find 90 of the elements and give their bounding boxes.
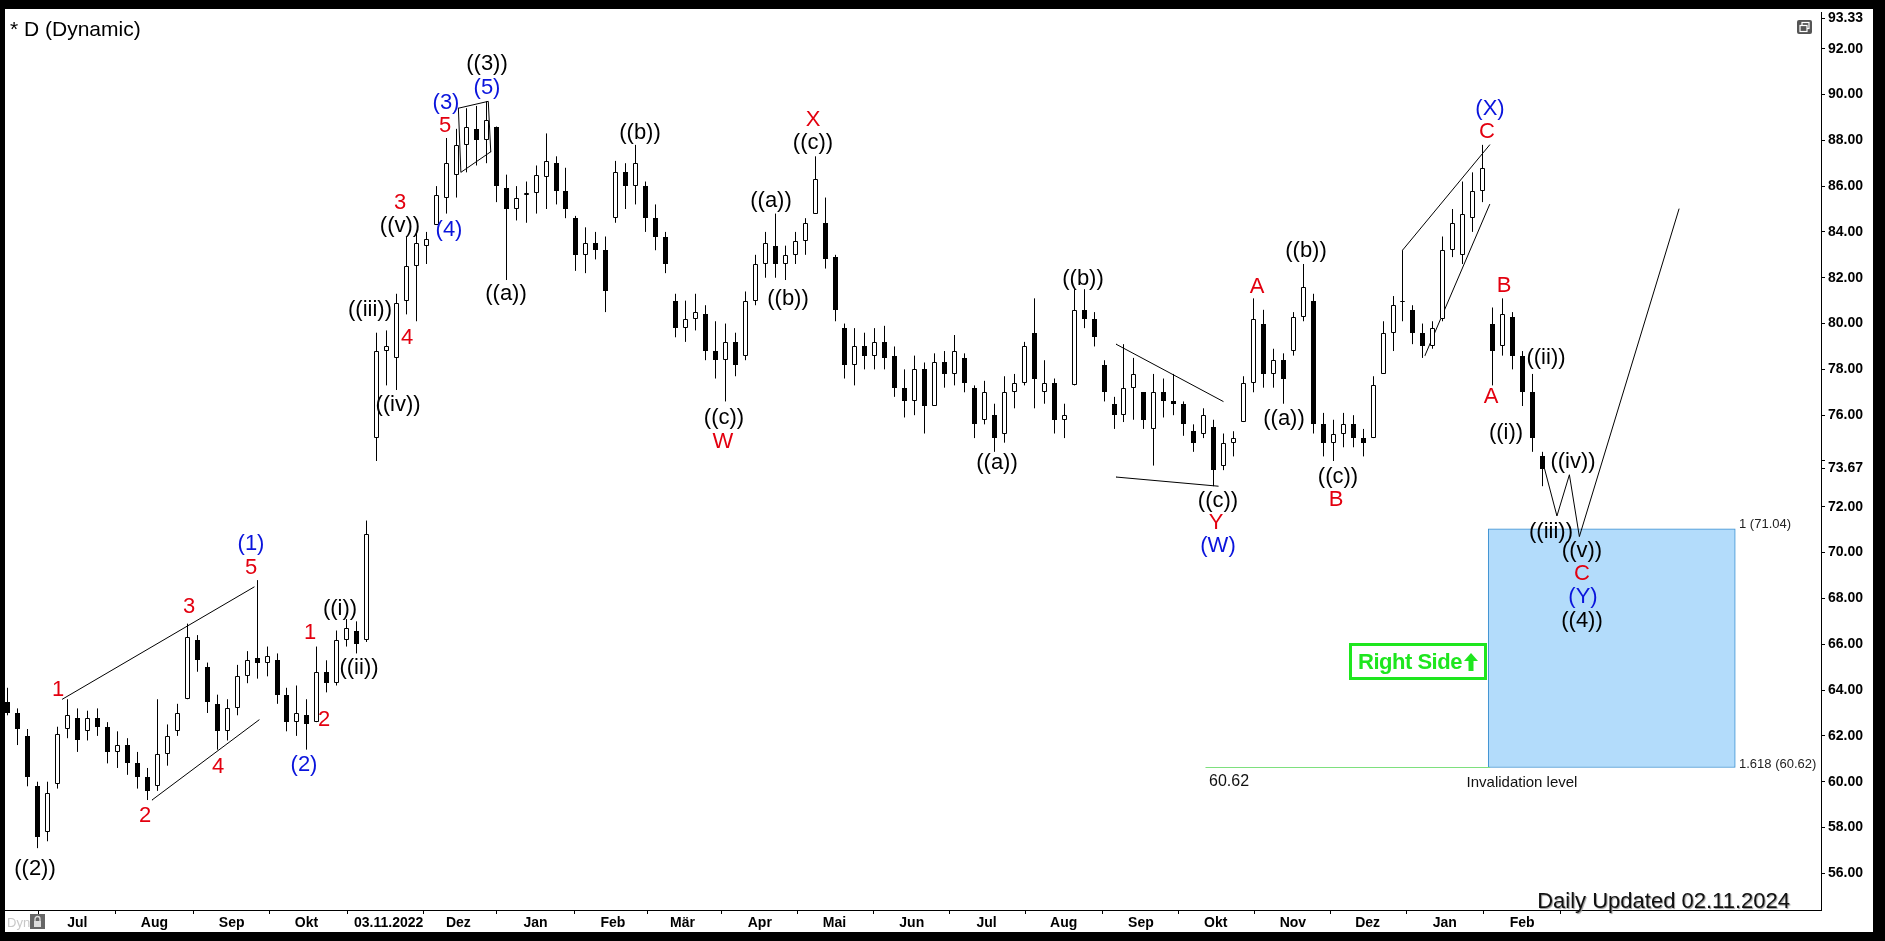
- y-tick-label: 93.33: [1828, 9, 1864, 26]
- annotation: ((v)): [379, 212, 421, 238]
- annotation: ((i)): [322, 595, 358, 621]
- x-tick-label: Sep: [218, 914, 245, 931]
- x-tick-label: Jul: [976, 914, 997, 931]
- annotation: (3): [432, 89, 460, 115]
- annotation: 1: [303, 619, 317, 645]
- annotation: B: [1496, 272, 1512, 298]
- y-tick-label: 88.00: [1828, 131, 1864, 148]
- annotation: ((a)): [485, 280, 527, 306]
- annotation: 2: [317, 706, 331, 732]
- y-tick-label: 80.00: [1828, 314, 1864, 331]
- x-tick-label: Aug: [140, 914, 169, 931]
- annotation: X: [805, 106, 821, 132]
- annotation: (5): [473, 74, 501, 100]
- annotation: A: [1249, 273, 1265, 299]
- annotation: ((iii)): [348, 296, 392, 322]
- annotation: (2): [290, 751, 318, 777]
- y-tick-label: 56.00: [1828, 864, 1864, 881]
- annotation: ((4)): [1561, 607, 1603, 633]
- x-tick-label: 03.11.2022: [353, 914, 424, 931]
- annotation: (X): [1475, 95, 1505, 121]
- x-tick-label: Jul: [67, 914, 88, 931]
- y-tick-label: 70.00: [1828, 543, 1864, 560]
- annotation: ((b)): [619, 119, 661, 145]
- x-tick-label: Feb: [600, 914, 626, 931]
- y-tick-label: 78.00: [1828, 360, 1864, 377]
- annotation: ((i)): [1488, 419, 1524, 445]
- annotation: ((ii)): [339, 654, 379, 680]
- x-tick-label: Feb: [1509, 914, 1535, 931]
- x-tick-label: Aug: [1050, 914, 1078, 931]
- y-tick-label: 64.00: [1828, 680, 1864, 697]
- annotation: 2: [138, 802, 152, 828]
- annotation: ((b)): [1062, 265, 1104, 291]
- annotation: (4): [435, 216, 463, 242]
- y-tick-label: 84.00: [1828, 222, 1864, 239]
- x-tick-label: Dez: [1355, 914, 1381, 931]
- x-tick-label: Mai: [822, 914, 847, 931]
- x-tick-label: Jun: [899, 914, 925, 931]
- annotation: ((ii)): [1526, 344, 1566, 370]
- annotation: A: [1483, 383, 1499, 409]
- annotation: Right Side: [1358, 648, 1462, 674]
- annotation: 1 (71.04): [1739, 516, 1792, 531]
- annotation: ((b)): [767, 285, 809, 311]
- y-tick-label: 76.00: [1828, 406, 1864, 423]
- annotation: Invalidation level: [1466, 772, 1578, 790]
- annotation: ((c)): [703, 404, 745, 430]
- annotation: ((2)): [14, 855, 56, 881]
- x-tick-label: Jan: [1432, 914, 1457, 931]
- y-tick-label: 72.00: [1828, 497, 1864, 514]
- annotation: (W): [1200, 532, 1236, 558]
- y-tick-label: 86.00: [1828, 176, 1864, 193]
- x-tick-label: Okt: [1203, 914, 1228, 931]
- annotation: W: [712, 428, 734, 454]
- y-tick-label: 58.00: [1828, 818, 1864, 835]
- y-tick-label: 92.00: [1828, 39, 1864, 56]
- y-tick-label: 60.00: [1828, 772, 1864, 789]
- annotation: Daily Updated 02.11.2024: [1537, 888, 1790, 914]
- x-tick-label: Jan: [523, 914, 548, 931]
- annotation: ((iv)): [1550, 448, 1596, 474]
- annotation: 60.62: [1209, 772, 1250, 790]
- y-tick-label: 73.67: [1828, 459, 1864, 476]
- annotation: ((a)): [750, 187, 792, 213]
- annotation: 1: [51, 676, 65, 702]
- x-tick-label: Sep: [1128, 914, 1154, 931]
- annotation: 4: [211, 753, 225, 779]
- x-tick-label: Apr: [747, 914, 773, 931]
- y-tick-label: 66.00: [1828, 635, 1864, 652]
- annotation: ((b)): [1285, 237, 1327, 263]
- y-tick-label: 90.00: [1828, 85, 1864, 102]
- annotation: (1): [237, 530, 265, 556]
- annotation: ((a)): [1263, 405, 1305, 431]
- x-tick-label: Mär: [670, 914, 696, 931]
- annotation: ((c)): [1317, 463, 1359, 489]
- annotation: 3: [182, 593, 196, 619]
- x-tick-label: Okt: [294, 914, 319, 931]
- annotation: (Y): [1568, 583, 1598, 609]
- x-tick-label: Nov: [1279, 914, 1307, 931]
- annotation: 1.618 (60.62): [1739, 756, 1817, 771]
- y-tick-label: 82.00: [1828, 268, 1864, 285]
- annotation: ((a)): [976, 449, 1018, 475]
- chart-title: * D (Dynamic): [10, 16, 141, 40]
- x-tick-label: Dez: [445, 914, 471, 931]
- annotation: 3: [393, 189, 407, 215]
- y-tick-label: 62.00: [1828, 726, 1864, 743]
- annotation: ((3)): [466, 50, 508, 76]
- annotation: 4: [400, 324, 414, 350]
- annotation: ((c)): [792, 129, 834, 155]
- y-tick-label: 68.00: [1828, 589, 1864, 606]
- annotation: 5: [244, 554, 258, 580]
